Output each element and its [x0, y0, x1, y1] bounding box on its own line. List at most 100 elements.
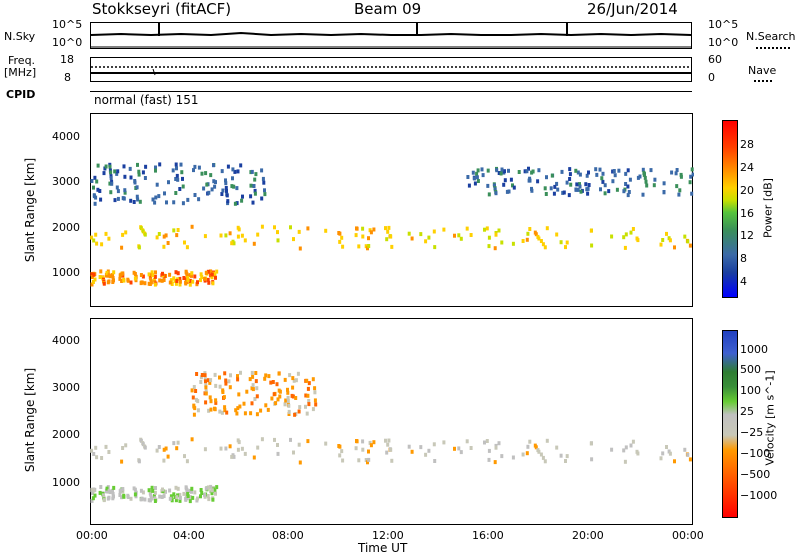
power-cb-tick-8: 8 [740, 252, 747, 265]
power-ytick-3000: 3000 [52, 175, 80, 188]
power-cells-cell-1 [160, 278, 164, 283]
power-cells-cell-2 [197, 165, 201, 170]
velocity-cells-cell-0 [589, 441, 593, 446]
velocity-cells-cell-0 [292, 450, 295, 455]
velocity-cells-cell-1 [93, 493, 97, 498]
velocity-cells-cell-2 [251, 387, 255, 392]
power-cells-cell-0 [636, 238, 640, 243]
power-cells-cell-2 [115, 171, 119, 176]
power-cells-cell-0 [661, 238, 665, 242]
power-cells-cell-3 [486, 168, 490, 173]
power-cells-cell-3 [599, 187, 602, 192]
velocity-cells-cell-0 [407, 444, 411, 449]
velocity-cells-cell-2 [311, 407, 315, 412]
power-cells-cell-3 [480, 167, 484, 172]
power-cells-cell-3 [598, 167, 602, 172]
velocity-cells-cell-0 [243, 451, 247, 456]
power-cells-cell-1 [174, 281, 178, 286]
velocity-heatmap [90, 318, 693, 525]
velocity-cells-cell-2 [306, 393, 310, 398]
power-cells-cell-0 [224, 233, 228, 238]
power-cells-cell-1 [141, 274, 145, 279]
power-cells-cell-2 [143, 176, 147, 180]
vel-cb-tick-100: 100 [740, 384, 761, 397]
vel-cb-tick-25: 25 [740, 405, 754, 418]
power-cells-cell-0 [367, 236, 370, 241]
power-cells-cell-0 [465, 226, 469, 231]
velocity-colorbar [722, 330, 738, 518]
velocity-cells-cell-1 [102, 498, 106, 503]
velocity-cells-cell-0 [141, 442, 145, 447]
power-cells-cell-0 [386, 229, 390, 234]
vel-cb-tick-neg500: −500 [740, 468, 771, 481]
velocity-cells-cell-2 [294, 378, 298, 383]
power-cells-cell-3 [472, 176, 476, 181]
power-cells-cell-0 [162, 234, 166, 239]
power-cells-cell-3 [626, 184, 630, 189]
power-cells-cell-3 [611, 169, 615, 174]
power-cells-cell-0 [90, 235, 94, 240]
power-cells-cell-3 [586, 191, 590, 196]
velocity-cells-cell-1 [99, 485, 103, 489]
power-cells-cell-2 [93, 175, 97, 180]
power-cells-cell-2 [137, 169, 141, 174]
power-cells-cell-2 [253, 188, 257, 193]
power-cells-cell-2 [136, 197, 140, 202]
power-cells-cell-3 [578, 184, 582, 189]
velocity-cells-cell-2 [276, 397, 280, 402]
power-cells-cell-0 [341, 244, 345, 249]
power-cells-cell-3 [493, 183, 496, 188]
velocity-cells-cell-0 [564, 459, 567, 463]
velocity-cells-cell-2 [283, 377, 287, 382]
power-cells-cell-3 [502, 182, 506, 187]
nave-tick-top: 60 [708, 53, 722, 66]
vel-cb-tick-500: 500 [740, 363, 761, 376]
velocity-cells-cell-2 [204, 379, 207, 384]
power-cells-cell-0 [137, 245, 141, 250]
velocity-cells-cell-0 [457, 446, 461, 451]
radar-title: Stokkseyri (fitACF) [92, 0, 232, 18]
velocity-cells-cell-1 [92, 488, 96, 493]
power-cells-cell-2 [128, 166, 132, 171]
power-cells-cell-1 [129, 280, 133, 285]
velocity-cells-cell-2 [254, 379, 258, 384]
xtick-0000-b: 00:00 [672, 529, 704, 542]
power-cells-cell-1 [210, 272, 214, 277]
velocity-cells-cell-2 [243, 411, 247, 416]
power-cells-cell-1 [204, 270, 208, 275]
power-ytick-2000: 2000 [52, 221, 80, 234]
power-cells-cell-1 [151, 273, 155, 278]
power-cells-cell-2 [233, 169, 237, 174]
velocity-cells-cell-2 [236, 406, 240, 411]
power-cells-cell-1 [185, 280, 189, 284]
velocity-cells-cell-2 [264, 373, 268, 378]
velocity-cells-cell-1 [178, 498, 182, 503]
velocity-cells-cell-2 [213, 372, 217, 377]
power-cells-cell-3 [641, 167, 645, 172]
power-cells-cell-1 [173, 278, 177, 283]
power-cells-cell-0 [433, 245, 437, 250]
power-cells-cell-2 [200, 171, 204, 176]
power-cells-cell-2 [174, 191, 178, 195]
power-cells-cell-3 [607, 189, 611, 194]
power-cells-cell-2 [109, 190, 113, 195]
velocity-cells-cell-0 [190, 437, 194, 442]
power-cells-cell-2 [224, 186, 228, 190]
velocity-cells-cell-2 [296, 371, 300, 376]
velocity-cells-cell-0 [390, 458, 394, 463]
power-cells-cell-2 [186, 197, 190, 202]
velocity-cells-cell-2 [287, 412, 291, 416]
power-cells-cell-0 [143, 232, 147, 237]
velocity-cells-cell-1 [122, 494, 126, 499]
velocity-cells-cell-1 [206, 485, 210, 490]
power-heatmap [90, 113, 694, 307]
power-cells-cell-0 [459, 236, 463, 241]
velocity-cells-cell-2 [313, 390, 317, 395]
velocity-cells-cell-2 [194, 389, 198, 393]
velocity-cells-cell-2 [208, 395, 212, 400]
power-cells-cell-2 [178, 187, 182, 191]
velocity-cells-cell-1 [153, 499, 157, 503]
power-cells-cell-0 [534, 232, 538, 237]
power-cb-tick-24: 24 [740, 161, 754, 174]
velocity-cells-cell-0 [367, 449, 370, 454]
